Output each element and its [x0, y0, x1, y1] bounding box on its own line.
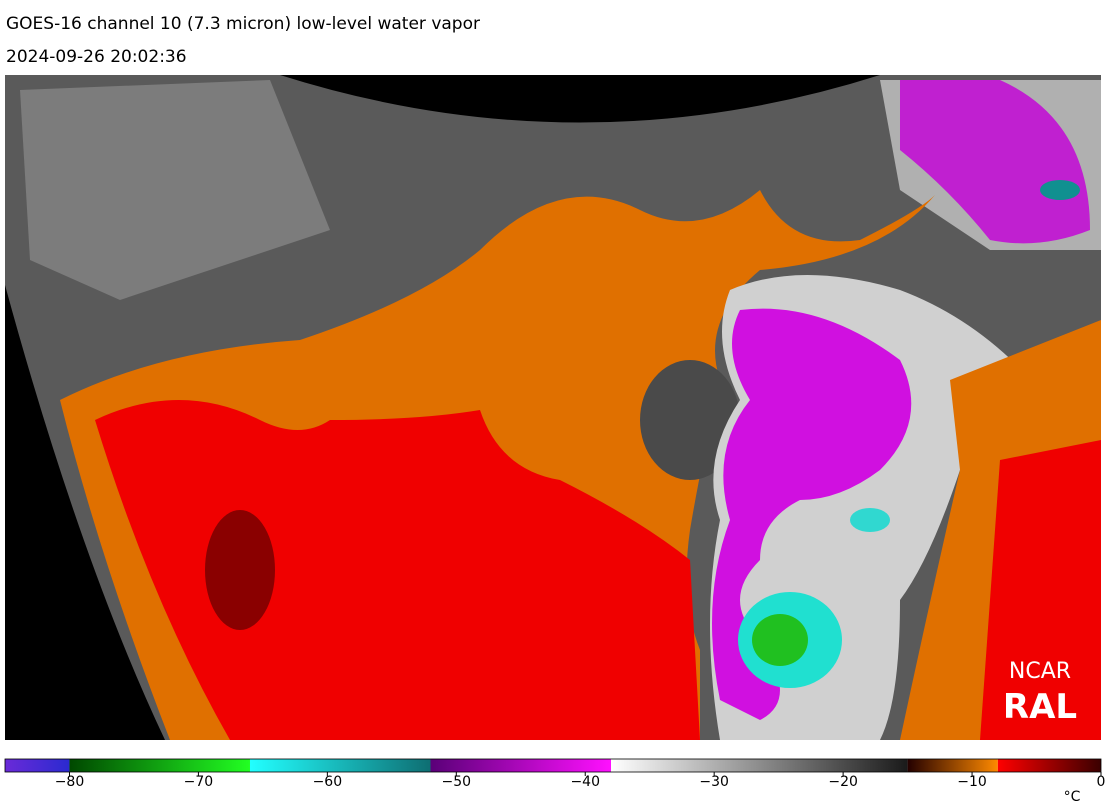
- colorbar-tick-label: −30: [699, 774, 729, 790]
- colorbar-tick-label: −50: [442, 774, 472, 790]
- colorbar-segment: [69, 759, 250, 772]
- colorbar-tick-label: −60: [313, 774, 343, 790]
- logo-ral: RAL: [1003, 687, 1077, 727]
- satellite-image: NCAR RAL: [5, 75, 1101, 740]
- colorbar-tick-label: −80: [55, 774, 85, 790]
- logo-ncar: NCAR: [1009, 659, 1071, 684]
- colorbar-segment: [5, 759, 70, 772]
- timestamp: 2024-09-26 20:02:36: [6, 47, 187, 67]
- colorbar: −80 −70 −60 −50 −40 −30 −20 −10 0: [4, 758, 1106, 790]
- colorbar-tick-label: 0: [1097, 774, 1106, 790]
- colorbar-tick-label: −10: [957, 774, 987, 790]
- colorbar-segment: [997, 759, 1101, 772]
- colorbar-tick-label: −40: [570, 774, 600, 790]
- colorbar-segment: [249, 759, 431, 772]
- title: GOES-16 channel 10 (7.3 micron) low-leve…: [6, 14, 480, 34]
- colorbar-tick-label: −70: [184, 774, 214, 790]
- colorbar-tick-label: −20: [828, 774, 858, 790]
- colorbar-segment: [611, 759, 908, 772]
- colorbar-unit: °C: [1064, 789, 1081, 805]
- colorbar-segment: [430, 759, 612, 772]
- colorbar-frame: [4, 758, 1102, 773]
- colorbar-segment: [907, 759, 998, 772]
